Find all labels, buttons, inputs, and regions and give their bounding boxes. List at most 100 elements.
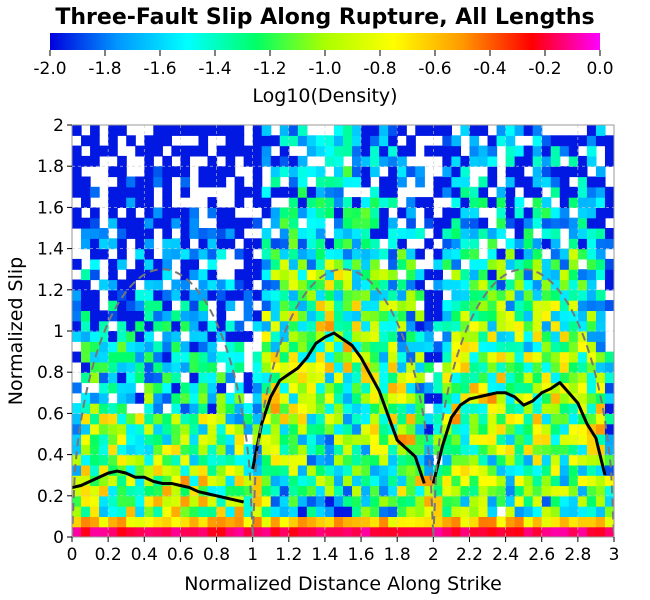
heatmap-cell — [279, 413, 290, 425]
heatmap-cell — [514, 444, 525, 456]
heatmap-cell — [442, 413, 452, 425]
heatmap-cell — [234, 145, 245, 157]
heatmap-cell — [153, 361, 163, 373]
y-tick-label: 0.6 — [37, 404, 64, 424]
heatmap-cell — [189, 434, 200, 445]
heatmap-cell — [333, 361, 344, 373]
heatmap-cell — [297, 403, 308, 414]
heatmap-cell — [144, 403, 154, 414]
heatmap-cell — [81, 464, 91, 476]
heatmap-cell — [451, 454, 462, 466]
heatmap-cell — [216, 125, 227, 136]
heatmap-cell — [577, 351, 588, 363]
heatmap-cell — [135, 269, 145, 281]
heatmap-cell — [162, 166, 172, 178]
heatmap-cell — [469, 238, 480, 250]
heatmap-cell — [144, 197, 154, 208]
heatmap-cell — [162, 382, 172, 394]
x-tick-label: 1.8 — [384, 545, 411, 565]
heatmap-cell — [532, 454, 543, 466]
heatmap-cell — [379, 495, 389, 507]
heatmap-cell — [243, 289, 254, 301]
heatmap-cell — [442, 495, 452, 507]
heatmap-cell — [126, 423, 136, 435]
heatmap-cell — [577, 372, 588, 384]
heatmap-cell — [216, 320, 227, 332]
heatmap-cell — [288, 351, 299, 363]
heatmap-cell — [370, 279, 380, 291]
heatmap-cell — [424, 197, 434, 208]
heatmap-cell — [180, 176, 191, 188]
heatmap-cell — [586, 155, 597, 167]
heatmap-cell — [315, 485, 326, 497]
heatmap-cell — [370, 361, 380, 373]
heatmap-cell — [279, 351, 290, 363]
heatmap-cell — [234, 423, 245, 435]
heatmap-cell — [559, 248, 570, 260]
heatmap-cell — [514, 289, 525, 301]
heatmap-cell — [586, 300, 597, 311]
heatmap-cell — [541, 485, 552, 497]
heatmap-cell — [216, 392, 227, 404]
heatmap-cell — [279, 495, 290, 507]
x-tick-label: 0 — [67, 545, 78, 565]
heatmap-cell — [379, 423, 389, 435]
heatmap-cell — [370, 506, 380, 517]
heatmap-cell — [198, 454, 209, 466]
heatmap-cell — [306, 300, 317, 311]
heatmap-cell — [568, 279, 579, 291]
heatmap-cell — [216, 516, 227, 528]
heatmap-cell — [306, 238, 317, 250]
heatmap-cell — [135, 238, 145, 250]
heatmap-cell — [532, 238, 543, 250]
heatmap-cell — [370, 475, 380, 487]
heatmap-cell — [604, 238, 614, 250]
heatmap-cell — [442, 145, 452, 157]
heatmap-cell — [370, 382, 380, 394]
heatmap-cell — [261, 197, 272, 208]
heatmap-cell — [279, 331, 290, 342]
heatmap-cell — [586, 454, 597, 466]
heatmap-cell — [586, 197, 597, 208]
heatmap-cell — [424, 269, 434, 281]
heatmap-cell — [225, 454, 236, 466]
heatmap-cell — [550, 331, 561, 342]
heatmap-cell — [207, 341, 218, 353]
heatmap-cell — [135, 351, 145, 363]
heatmap-cell — [261, 392, 272, 404]
heatmap-cell — [406, 392, 416, 404]
heatmap-cell — [559, 289, 570, 301]
heatmap-cell — [577, 207, 588, 219]
heatmap-cell — [343, 434, 353, 445]
heatmap-cell — [559, 475, 570, 487]
heatmap-cell — [279, 485, 290, 497]
heatmap-cell — [126, 475, 136, 487]
heatmap-cell — [99, 475, 109, 487]
heatmap-cell — [279, 506, 290, 517]
heatmap-cell — [379, 300, 389, 311]
heatmap-cell — [252, 516, 263, 528]
heatmap-cell — [162, 506, 172, 517]
heatmap-cell — [370, 269, 380, 281]
heatmap-cell — [198, 145, 209, 157]
heatmap-cell — [234, 403, 245, 414]
heatmap-cell — [469, 485, 480, 497]
heatmap-cell — [604, 279, 614, 291]
colorbar-tick-label: -1.0 — [308, 59, 341, 79]
heatmap-cell — [541, 506, 552, 517]
heatmap-cell — [144, 506, 154, 517]
heatmap-cell — [550, 444, 561, 456]
heatmap-cell — [198, 351, 209, 363]
heatmap-cell — [550, 434, 561, 445]
heatmap-cell — [406, 145, 416, 157]
heatmap-cell — [207, 423, 218, 435]
heatmap-cell — [126, 320, 136, 332]
heatmap-cell — [379, 485, 389, 497]
heatmap-cell — [343, 289, 353, 301]
heatmap-cell — [306, 331, 317, 342]
heatmap-cell — [559, 434, 570, 445]
heatmap-cell — [153, 464, 163, 476]
heatmap-cell — [478, 382, 489, 394]
heatmap-cell — [397, 444, 407, 456]
heatmap-cell — [568, 155, 579, 167]
